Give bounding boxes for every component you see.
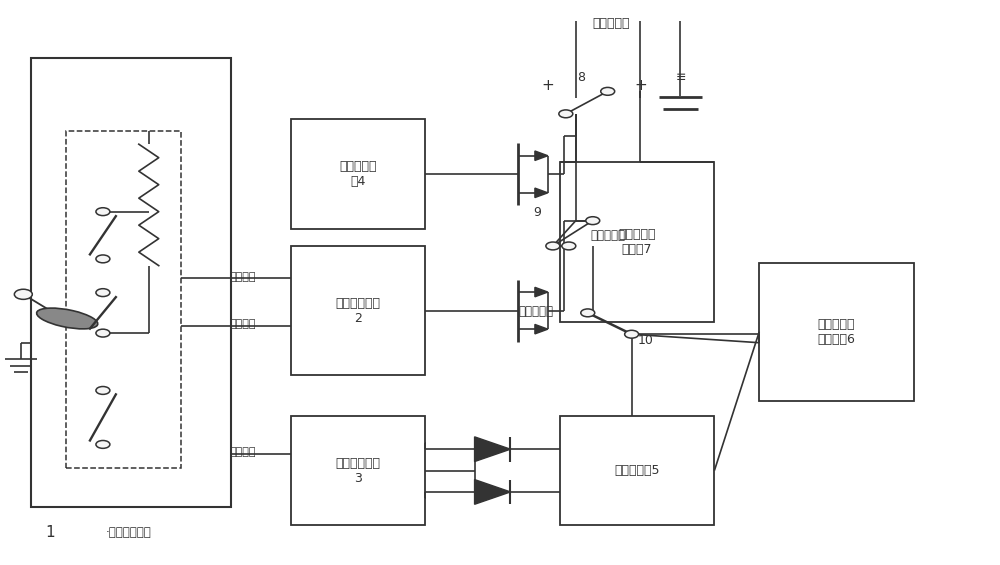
Polygon shape (535, 188, 548, 198)
Text: 第三接触器: 第三接触器 (518, 305, 553, 318)
FancyBboxPatch shape (66, 131, 181, 468)
Text: 10: 10 (638, 334, 654, 347)
Ellipse shape (37, 308, 98, 329)
Text: +: + (634, 78, 647, 93)
Circle shape (559, 110, 573, 118)
FancyBboxPatch shape (31, 58, 231, 507)
Polygon shape (475, 480, 510, 505)
FancyBboxPatch shape (560, 162, 714, 322)
FancyBboxPatch shape (759, 263, 914, 401)
Text: 第二接触器: 第二接触器 (590, 229, 625, 242)
Text: 停车电磁阀5: 停车电磁阀5 (614, 464, 660, 477)
Circle shape (586, 217, 600, 225)
Polygon shape (535, 151, 548, 160)
FancyBboxPatch shape (291, 416, 425, 525)
Circle shape (601, 88, 615, 95)
FancyBboxPatch shape (291, 246, 425, 375)
Circle shape (96, 289, 110, 297)
Text: 转速控制模
块4: 转速控制模 块4 (339, 160, 377, 188)
Text: ≡: ≡ (675, 71, 686, 84)
Circle shape (96, 386, 110, 394)
Text: ·起动控制开关: ·起动控制开关 (106, 525, 152, 538)
Text: 停车控制模块
3: 停车控制模块 3 (335, 457, 380, 485)
Text: 第一接触器: 第一接触器 (592, 18, 629, 31)
Circle shape (14, 289, 32, 299)
Text: 8: 8 (577, 71, 585, 84)
Text: 旋翼刹车控
制装置7: 旋翼刹车控 制装置7 (618, 228, 656, 256)
Polygon shape (535, 324, 548, 334)
FancyBboxPatch shape (291, 119, 425, 229)
Circle shape (562, 242, 576, 250)
Polygon shape (475, 437, 510, 462)
Circle shape (96, 208, 110, 216)
Text: 1: 1 (45, 525, 55, 540)
Circle shape (625, 331, 639, 338)
Circle shape (546, 242, 560, 250)
Text: 发动机起动
点火装置6: 发动机起动 点火装置6 (818, 318, 856, 346)
Text: 飞行控制: 飞行控制 (229, 272, 256, 281)
Text: 9: 9 (533, 206, 541, 219)
Text: +: + (541, 78, 554, 93)
Circle shape (96, 441, 110, 449)
Text: 停车控制: 停车控制 (229, 447, 256, 458)
Polygon shape (535, 288, 548, 297)
Circle shape (581, 309, 595, 317)
FancyBboxPatch shape (560, 416, 714, 525)
Circle shape (96, 255, 110, 263)
Text: 起动控制模块
2: 起动控制模块 2 (335, 297, 380, 325)
Text: 慢车控制: 慢车控制 (229, 319, 256, 329)
Circle shape (96, 329, 110, 337)
